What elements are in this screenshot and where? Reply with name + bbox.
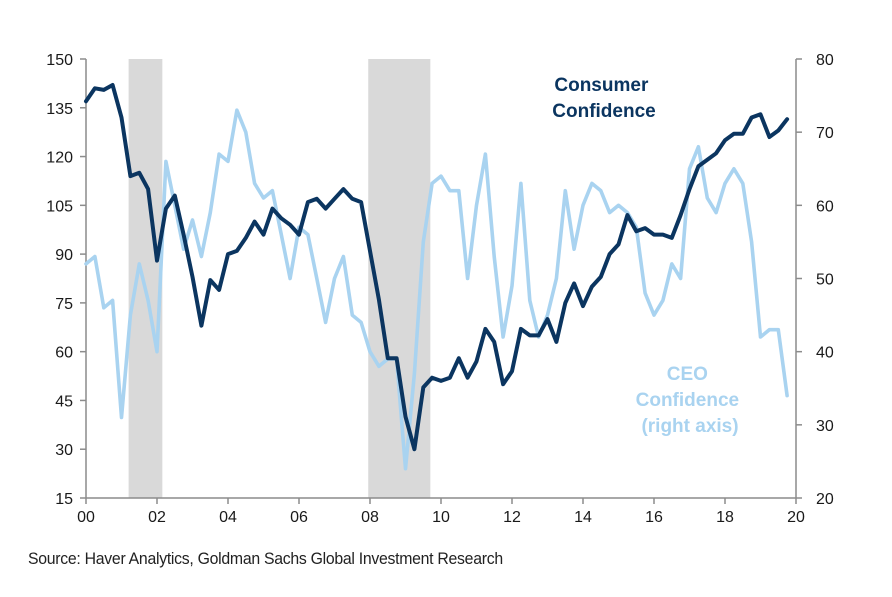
recession-bands xyxy=(128,59,431,498)
left-axis-tick-label: 30 xyxy=(55,442,73,459)
right-axis-tick-label: 50 xyxy=(816,272,834,289)
x-axis-tick-label: 04 xyxy=(219,509,237,526)
source-note: Source: Haver Analytics, Goldman Sachs G… xyxy=(28,549,503,568)
ceo-confidence-line xyxy=(84,108,789,471)
x-axis-tick-label: 00 xyxy=(77,509,95,526)
left-axis-tick-label: 120 xyxy=(46,150,73,167)
axes: 15 30 45 60 75 90 105 120 135 150 20 30 40 50 60 70 80 00… xyxy=(46,52,834,526)
right-axis-tick-label: 60 xyxy=(816,198,834,215)
x-axis-tick-label: 10 xyxy=(432,509,450,526)
right-axis-tick-label: 70 xyxy=(816,125,834,142)
left-axis-tick-label: 150 xyxy=(46,52,73,69)
right-axis-tick-label: 30 xyxy=(816,418,834,435)
left-axis-tick-label: 105 xyxy=(46,198,73,215)
left-axis-tick-label: 75 xyxy=(55,296,73,313)
consumer-confidence-line xyxy=(84,83,790,452)
right-axis-tick-label: 40 xyxy=(816,345,834,362)
consumer-confidence-label: Consumer Confidence xyxy=(552,75,655,122)
right-axis-tick-label: 20 xyxy=(816,491,834,508)
right-axis-tick-label: 80 xyxy=(816,52,834,69)
recession-band xyxy=(128,59,163,498)
x-axis-tick-label: 08 xyxy=(361,509,379,526)
x-axis-tick-label: 16 xyxy=(645,509,663,526)
ceo-confidence-label: CEO Confidence (right axis) xyxy=(636,364,745,437)
left-axis-tick-label: 135 xyxy=(46,101,73,118)
left-axis-tick-label: 45 xyxy=(55,393,73,410)
x-axis-tick-label: 02 xyxy=(148,509,166,526)
x-axis-tick-label: 12 xyxy=(503,509,521,526)
x-axis-tick-label: 14 xyxy=(574,509,592,526)
left-axis-tick-label: 90 xyxy=(55,247,73,264)
x-axis-tick-label: 20 xyxy=(787,509,805,526)
x-axis-tick-label: 18 xyxy=(716,509,734,526)
left-axis-tick-label: 60 xyxy=(55,345,73,362)
left-axis-tick-label: 15 xyxy=(55,491,73,508)
series-lines xyxy=(84,83,790,471)
x-axis-tick-label: 06 xyxy=(290,509,308,526)
series-annotations: Consumer Confidence CEO Confidence (righ… xyxy=(552,75,745,437)
